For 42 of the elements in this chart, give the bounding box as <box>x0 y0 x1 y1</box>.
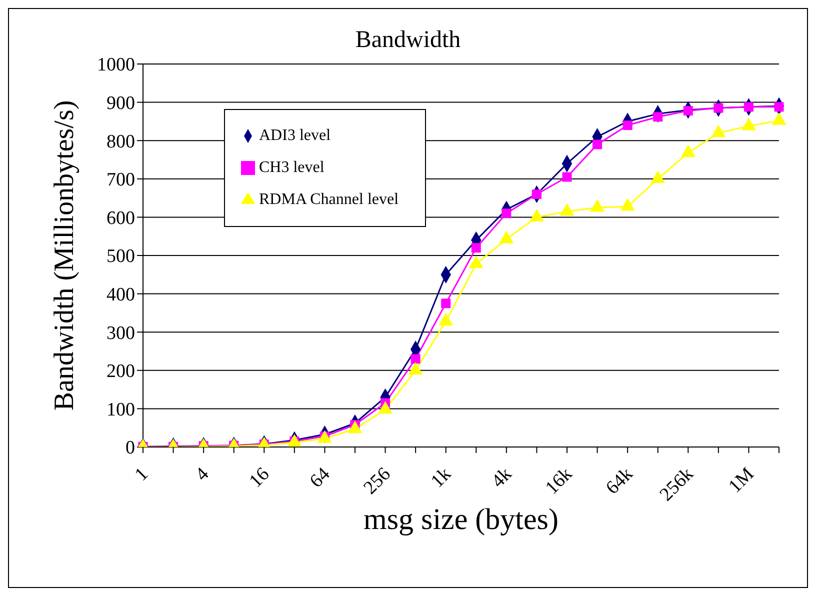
x-axis-title: msg size (bytes) <box>364 503 558 536</box>
x-tick-label: 16 <box>245 464 274 492</box>
x-tick-label: 16k <box>542 463 577 499</box>
x-tick-label: 64k <box>602 463 638 499</box>
chart-title: Bandwidth <box>355 27 461 53</box>
point <box>592 140 602 150</box>
legend-label: ADI3 level <box>259 127 331 144</box>
y-tick-label: 800 <box>106 131 135 152</box>
x-tick-label: 4k <box>488 463 516 492</box>
point <box>348 420 362 434</box>
point <box>441 298 451 308</box>
y-tick-label: 500 <box>106 246 135 268</box>
x-tick-label: 256 <box>360 464 395 499</box>
x-tick-label: 1M <box>724 464 758 498</box>
x-tick-label: 1 <box>130 464 153 486</box>
point <box>562 172 572 182</box>
y-tick-label: 300 <box>106 322 135 344</box>
y-tick-label: 600 <box>106 208 135 229</box>
y-tick-label: 900 <box>106 93 135 114</box>
point <box>438 313 454 326</box>
point <box>318 430 332 443</box>
point <box>471 243 481 253</box>
legend-label: RDMA Channel level <box>259 191 399 208</box>
y-axis-title: Bandwidth (Millionbytes/s) <box>48 100 80 411</box>
point <box>560 203 574 216</box>
point <box>620 198 635 211</box>
y-tick-label: 100 <box>106 399 135 420</box>
point <box>468 256 484 268</box>
x-tick-label: 64 <box>306 463 335 492</box>
y-tick-label: 1000 <box>97 54 135 76</box>
point <box>499 230 514 244</box>
y-tick-label: 400 <box>106 284 135 306</box>
y-tick-label: 700 <box>106 170 135 191</box>
y-tick-label: 200 <box>106 361 135 382</box>
legend-label: CH3 level <box>259 159 324 176</box>
y-tick-label: 0 <box>126 438 135 459</box>
point <box>378 401 392 414</box>
x-tick-label: 256k <box>656 463 698 506</box>
point <box>287 434 302 447</box>
x-tick-label: 1k <box>427 463 456 492</box>
x-tick-label: 4 <box>192 463 214 486</box>
point <box>408 362 423 375</box>
